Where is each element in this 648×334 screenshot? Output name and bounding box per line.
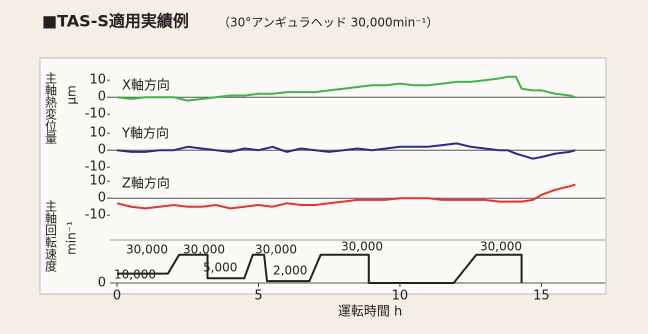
x-tick-label: 5 xyxy=(254,289,262,304)
y-axis-unit: min⁻¹ xyxy=(65,221,79,255)
y-tick-label: 0 xyxy=(98,191,106,206)
y-tick-label: -10 xyxy=(85,160,106,175)
chart-title: ■TAS-S適用実績例 xyxy=(42,12,189,31)
data-line xyxy=(116,183,576,210)
y-axis-label: 主軸回転速度 xyxy=(44,200,58,272)
annotation: 30,000 xyxy=(255,243,297,257)
annotation: 10,000 xyxy=(114,268,156,282)
x-tick-label: 0 xyxy=(113,289,121,304)
y-axis-label: 主軸熱変位量 xyxy=(44,72,58,144)
x-axis-label: 運転時間 h xyxy=(338,305,402,320)
annotation: 2,000 xyxy=(273,264,307,278)
annotation: 30,000 xyxy=(341,240,383,254)
y-tick-label: 10 xyxy=(89,73,106,88)
series-label: Y軸方向 xyxy=(121,126,169,142)
y-axis-unit: µm xyxy=(65,85,79,104)
y-tick-label: 10 xyxy=(89,126,106,141)
y-tick-label: 0 xyxy=(98,276,106,291)
series-label: X軸方向 xyxy=(122,78,170,94)
y-tick-label: 10 xyxy=(89,174,106,189)
annotation: 30,000 xyxy=(126,243,168,257)
data-line xyxy=(116,142,576,160)
chart-subtitle: （30°アンギュラヘッド 30,000min⁻¹） xyxy=(218,16,438,30)
data-line xyxy=(116,75,576,102)
annotation: 30,000 xyxy=(480,240,522,254)
y-tick-label: 0 xyxy=(98,143,106,158)
y-tick-label: -10 xyxy=(85,208,106,223)
x-tick-label: 10 xyxy=(392,289,409,304)
y-tick-label: 0 xyxy=(98,90,106,105)
x-tick-label: 15 xyxy=(533,289,550,304)
y-tick-label: -10 xyxy=(85,107,106,122)
annotation: 5,000 xyxy=(203,261,237,275)
annotation: 30,000 xyxy=(183,243,225,257)
series-label: Z軸方向 xyxy=(122,176,170,192)
data-line xyxy=(117,253,523,284)
